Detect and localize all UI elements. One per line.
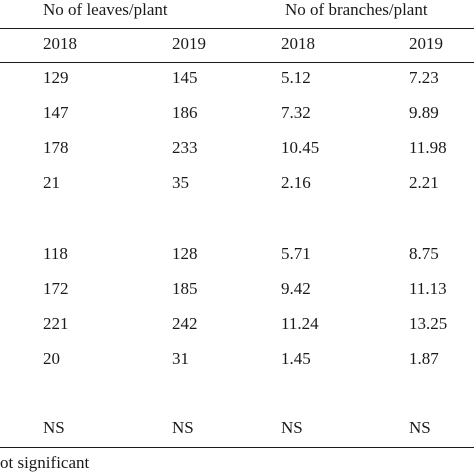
table-cell: 145 bbox=[172, 68, 198, 87]
year-header-leaves-2019: 2019 bbox=[172, 34, 206, 53]
table-cell: 21 bbox=[43, 173, 60, 192]
table-cell: 20 bbox=[43, 349, 60, 368]
table-cell: NS bbox=[172, 418, 194, 437]
table-cell: NS bbox=[281, 418, 303, 437]
table-cell: NS bbox=[409, 418, 431, 437]
table-cell: 118 bbox=[43, 244, 68, 263]
table-cell: 13.25 bbox=[409, 314, 448, 333]
table-cell: 221 bbox=[43, 314, 69, 333]
table-cell: 7.32 bbox=[281, 103, 311, 122]
table-cell: 5.71 bbox=[281, 244, 311, 263]
year-header-branches-2018: 2018 bbox=[281, 34, 315, 53]
footnote: ot significant bbox=[0, 453, 90, 472]
table-cell: 2.21 bbox=[409, 173, 439, 192]
table-cell: 2.16 bbox=[281, 173, 311, 192]
table-cell: 11.24 bbox=[281, 314, 319, 333]
table-cell: 129 bbox=[43, 68, 69, 87]
table-cell: 11.13 bbox=[409, 279, 447, 298]
table-cell: 31 bbox=[172, 349, 189, 368]
subheader-rule bbox=[0, 62, 474, 63]
table-cell: 10.45 bbox=[281, 138, 320, 157]
year-header-branches-2019: 2019 bbox=[409, 34, 443, 53]
header-rule bbox=[0, 28, 474, 29]
table-cell: 9.89 bbox=[409, 103, 439, 122]
header-branches-per-plant: No of branches/plant bbox=[285, 0, 428, 19]
table-cell: 9.42 bbox=[281, 279, 311, 298]
bottom-rule bbox=[0, 447, 474, 448]
table-cell: 242 bbox=[172, 314, 198, 333]
table-cell: 178 bbox=[43, 138, 69, 157]
table-cell: 1.87 bbox=[409, 349, 439, 368]
year-header-leaves-2018: 2018 bbox=[43, 34, 77, 53]
table-cell: 8.75 bbox=[409, 244, 439, 263]
table-cell: 147 bbox=[43, 103, 69, 122]
table-cell: 5.12 bbox=[281, 68, 311, 87]
table-cell: 11.98 bbox=[409, 138, 447, 157]
table-cell: 7.23 bbox=[409, 68, 439, 87]
header-leaves-per-plant: No of leaves/plant bbox=[43, 0, 168, 19]
table-cell: 172 bbox=[43, 279, 69, 298]
table-cell: 233 bbox=[172, 138, 198, 157]
table-cell: 35 bbox=[172, 173, 189, 192]
table-cell: NS bbox=[43, 418, 65, 437]
table-cell: 185 bbox=[172, 279, 198, 298]
table-cell: 1.45 bbox=[281, 349, 311, 368]
table-cell: 186 bbox=[172, 103, 198, 122]
table-cell: 128 bbox=[172, 244, 198, 263]
